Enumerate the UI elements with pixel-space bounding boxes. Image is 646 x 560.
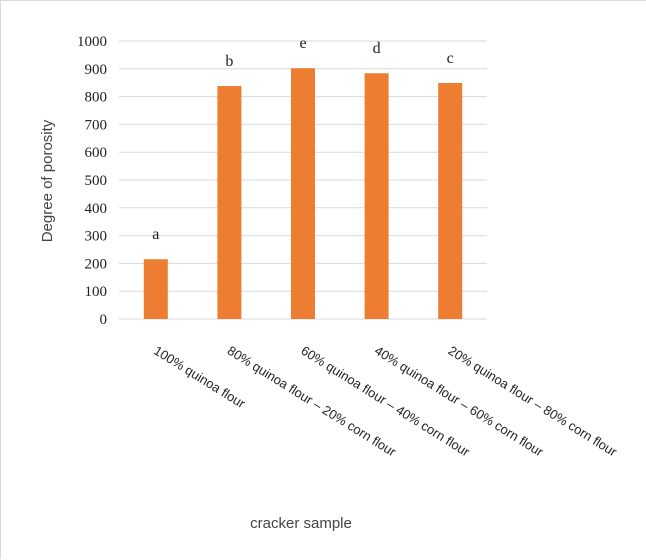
bars (143, 68, 463, 319)
significance-letter: c (447, 50, 454, 67)
y-tick-label: 500 (85, 173, 108, 189)
bar (291, 68, 315, 319)
significance-letters: a b e d c (152, 35, 454, 243)
bar (217, 86, 242, 319)
y-tick-label: 600 (85, 145, 108, 161)
y-tick-label: 900 (85, 62, 108, 78)
significance-letter: e (299, 35, 306, 52)
y-tick-label: 1000 (77, 34, 107, 50)
y-tick-label: 800 (85, 90, 108, 106)
x-axis-title: cracker sample (250, 515, 352, 532)
y-axis-title: Degree of porosity (39, 119, 56, 242)
y-tick-label: 300 (85, 229, 108, 245)
y-tick-label: 0 (100, 312, 108, 328)
y-tick-label: 100 (85, 284, 108, 300)
y-tick-labels: 0 100 200 300 400 500 600 700 800 900 1000 (77, 34, 107, 328)
significance-letter: a (152, 226, 159, 243)
bar (364, 73, 389, 319)
y-tick-label: 400 (85, 201, 108, 217)
bar (143, 259, 168, 319)
significance-letter: d (373, 40, 381, 57)
y-tick-label: 200 (85, 256, 108, 272)
y-tick-label: 700 (85, 117, 108, 133)
bar (438, 82, 463, 319)
significance-letter: b (225, 53, 233, 70)
